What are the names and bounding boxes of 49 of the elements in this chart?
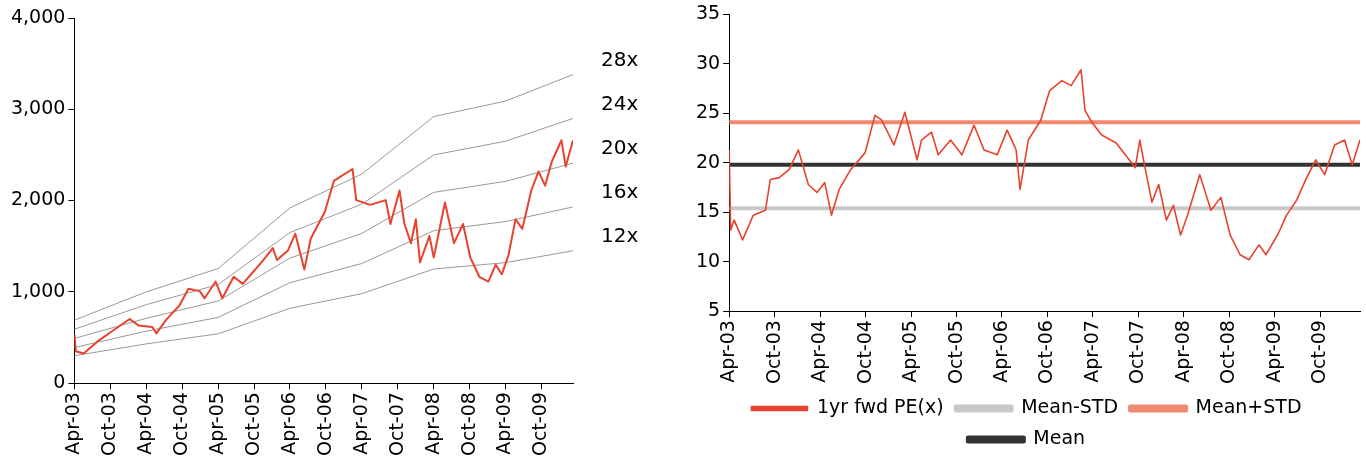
y-tick-label: 30 — [695, 50, 721, 73]
y-tick-label: 15 — [695, 199, 721, 222]
legend-label: Mean-STD — [1021, 395, 1119, 418]
x-tick-label: Apr-05 — [898, 320, 921, 383]
y-tick-label: 10 — [695, 248, 721, 271]
x-tick-label: Apr-08 — [1170, 320, 1193, 383]
x-tick-label: Oct-06 — [1034, 320, 1057, 385]
y-tick-label: 35 — [695, 1, 721, 24]
x-tick-label: Apr-08 — [420, 392, 443, 455]
x-tick-label: Oct-07 — [384, 392, 407, 457]
x-tick-label: Oct-03 — [761, 320, 784, 385]
y-tick-label: 25 — [695, 100, 721, 123]
x-tick-label: Oct-09 — [528, 392, 551, 457]
y-tick-label: 2,000 — [10, 187, 66, 210]
y-tick-label: 4,000 — [10, 4, 66, 27]
x-tick-label: Oct-05 — [241, 392, 264, 457]
y-tick-label: 0 — [53, 370, 66, 393]
series-label: 28x — [601, 46, 639, 71]
legend-label: 1yr fwd PE(x) — [816, 395, 944, 418]
x-tick-label: Apr-06 — [276, 392, 299, 455]
x-tick-label: Oct-09 — [1307, 320, 1330, 385]
x-tick-label: Oct-06 — [312, 392, 335, 457]
x-tick-label: Oct-04 — [852, 320, 875, 385]
x-tick-label: Apr-06 — [988, 320, 1011, 383]
x-tick-label: Apr-07 — [348, 392, 371, 455]
legend-label: Mean — [1033, 426, 1086, 449]
x-tick-label: Oct-08 — [1216, 320, 1239, 385]
x-tick-label: Apr-03 — [716, 320, 739, 383]
series-label: 20x — [601, 135, 639, 160]
y-tick-label: 1,000 — [10, 278, 66, 301]
x-tick-label: Apr-04 — [807, 320, 830, 383]
series-label: 12x — [601, 222, 639, 247]
y-tick-label: 20 — [695, 149, 721, 172]
x-tick-label: Apr-09 — [1261, 320, 1284, 383]
y-tick-label: 3,000 — [10, 96, 66, 119]
x-tick-label: Apr-09 — [492, 392, 515, 455]
series-label: 24x — [601, 90, 639, 115]
y-tick-label: 5 — [708, 298, 721, 321]
x-tick-label: Oct-04 — [169, 392, 192, 457]
x-tick-label: Oct-07 — [1125, 320, 1148, 385]
x-tick-label: Apr-07 — [1079, 320, 1102, 383]
series-label: 16x — [601, 179, 639, 204]
x-tick-label: Apr-03 — [61, 392, 84, 455]
x-tick-label: Oct-08 — [456, 392, 479, 457]
x-tick-label: Apr-05 — [205, 392, 228, 455]
x-tick-label: Oct-03 — [97, 392, 120, 457]
legend-label: Mean+STD — [1195, 395, 1302, 418]
x-tick-label: Oct-05 — [943, 320, 966, 385]
x-tick-label: Apr-04 — [133, 392, 156, 455]
